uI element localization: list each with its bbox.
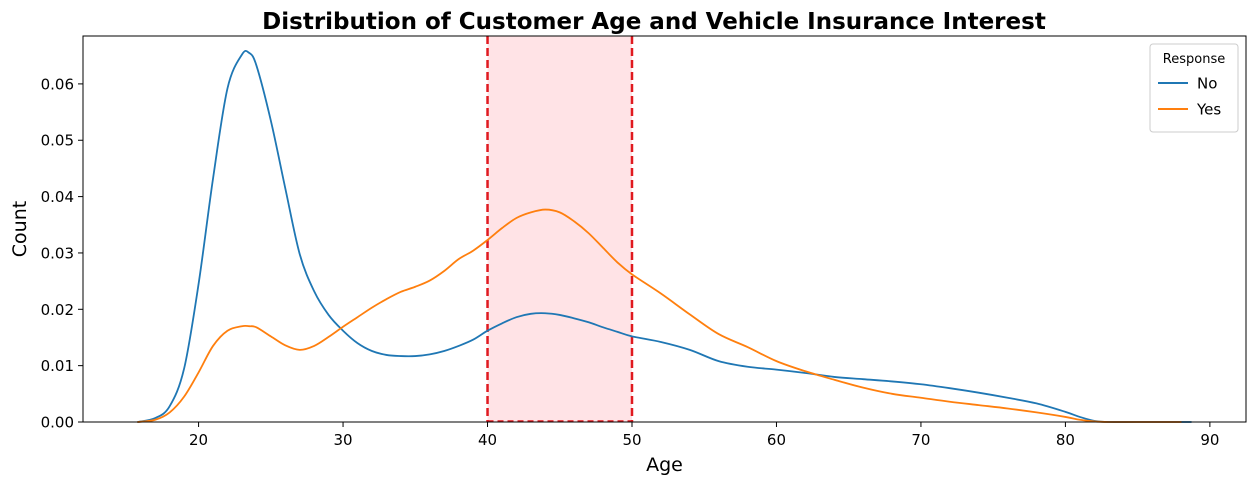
y-tick-label: 0.00 xyxy=(41,414,74,432)
legend-entries: No Yes xyxy=(1158,75,1221,119)
y-tick-label: 0.03 xyxy=(41,244,74,262)
x-tick-label: 40 xyxy=(478,431,497,449)
y-tick-label: 0.01 xyxy=(41,357,74,375)
legend-label-yes: Yes xyxy=(1196,101,1221,119)
y-tick-label: 0.02 xyxy=(41,301,74,319)
highlight-band xyxy=(487,36,632,422)
x-tick-label: 70 xyxy=(911,431,930,449)
y-tick-label: 0.06 xyxy=(41,75,74,93)
series-line-yes xyxy=(137,208,1182,423)
x-tick-label: 60 xyxy=(767,431,786,449)
legend-title: Response xyxy=(1163,52,1225,67)
legend: Response No Yes xyxy=(1149,43,1239,133)
plot-frame xyxy=(82,35,1247,423)
y-axis-label: Count xyxy=(9,201,31,257)
y-axis-ticks: 0.00 0.01 0.02 0.03 0.04 0.05 0.06 xyxy=(41,75,83,432)
series-lines xyxy=(137,49,1192,423)
x-tick-label: 90 xyxy=(1200,431,1219,449)
x-tick-label: 30 xyxy=(334,431,353,449)
x-tick-label: 80 xyxy=(1056,431,1075,449)
y-tick-label: 0.04 xyxy=(41,188,74,206)
x-tick-label: 20 xyxy=(189,431,208,449)
series-line-no xyxy=(137,49,1192,423)
chart-title: Distribution of Customer Age and Vehicle… xyxy=(262,9,1046,35)
x-axis-ticks: 20 30 40 50 60 70 80 90 xyxy=(189,422,1219,449)
x-axis-label: Age xyxy=(646,454,683,476)
x-tick-label: 50 xyxy=(622,431,641,449)
legend-label-no: No xyxy=(1197,75,1217,93)
y-tick-label: 0.05 xyxy=(41,132,74,150)
